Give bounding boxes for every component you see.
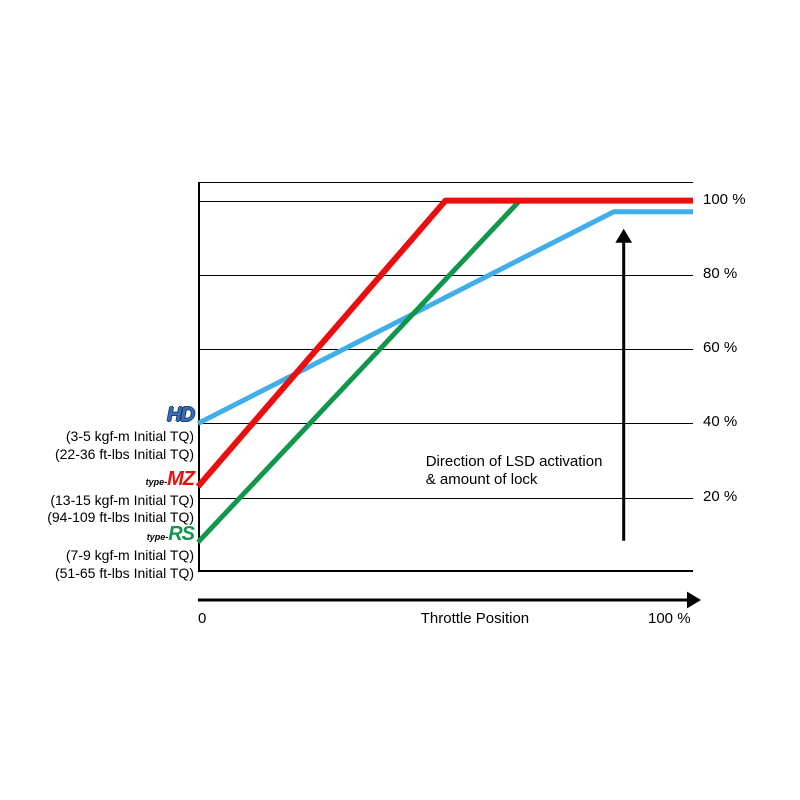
chart-lines bbox=[0, 0, 800, 800]
legend-hd-line1: (3-5 kgf-m Initial TQ) bbox=[66, 428, 194, 444]
vertical-arrowhead-icon bbox=[615, 229, 632, 243]
legend-mz-prefix: type- bbox=[146, 477, 168, 487]
legend-rs-prefix: type- bbox=[147, 532, 169, 542]
legend-mz-main: MZ bbox=[167, 468, 194, 490]
series-hd bbox=[198, 212, 693, 424]
legend-mz: type-MZ (13-15 kgf-m Initial TQ) (94-109… bbox=[19, 467, 194, 527]
y-tick-label: 20 % bbox=[703, 488, 758, 505]
legend-mz-line1: (13-15 kgf-m Initial TQ) bbox=[50, 492, 194, 508]
y-tick-label: 100 % bbox=[703, 191, 758, 208]
legend-rs-main: RS bbox=[168, 523, 194, 545]
x-tick-label: 0 bbox=[198, 610, 206, 627]
legend-hd-line2: (22-36 ft-lbs Initial TQ) bbox=[55, 446, 194, 462]
legend-hd-main: HD bbox=[167, 404, 194, 426]
x-axis-arrowhead-icon bbox=[687, 592, 701, 609]
y-tick-label: 80 % bbox=[703, 265, 758, 282]
x-axis-label: Throttle Position bbox=[421, 610, 529, 627]
y-tick-label: 60 % bbox=[703, 339, 758, 356]
annotation-line1: Direction of LSD activation bbox=[426, 453, 603, 470]
chart-stage: type-MZ (13-15 kgf-m Initial TQ) (94-109… bbox=[0, 0, 800, 800]
x-tick-label: 100 % bbox=[648, 610, 691, 627]
legend-rs-line2: (51-65 ft-lbs Initial TQ) bbox=[55, 565, 194, 581]
annotation-text: Direction of LSD activation & amount of … bbox=[426, 453, 603, 491]
y-tick-label: 40 % bbox=[703, 413, 758, 430]
legend-hd: HD (3-5 kgf-m Initial TQ) (22-36 ft-lbs … bbox=[19, 403, 194, 463]
series-mz bbox=[198, 201, 693, 487]
series-rs bbox=[198, 201, 693, 543]
annotation-line2: & amount of lock bbox=[426, 471, 538, 488]
legend-rs-line1: (7-9 kgf-m Initial TQ) bbox=[66, 547, 194, 563]
legend-rs: type-RS (7-9 kgf-m Initial TQ) (51-65 ft… bbox=[19, 522, 194, 582]
